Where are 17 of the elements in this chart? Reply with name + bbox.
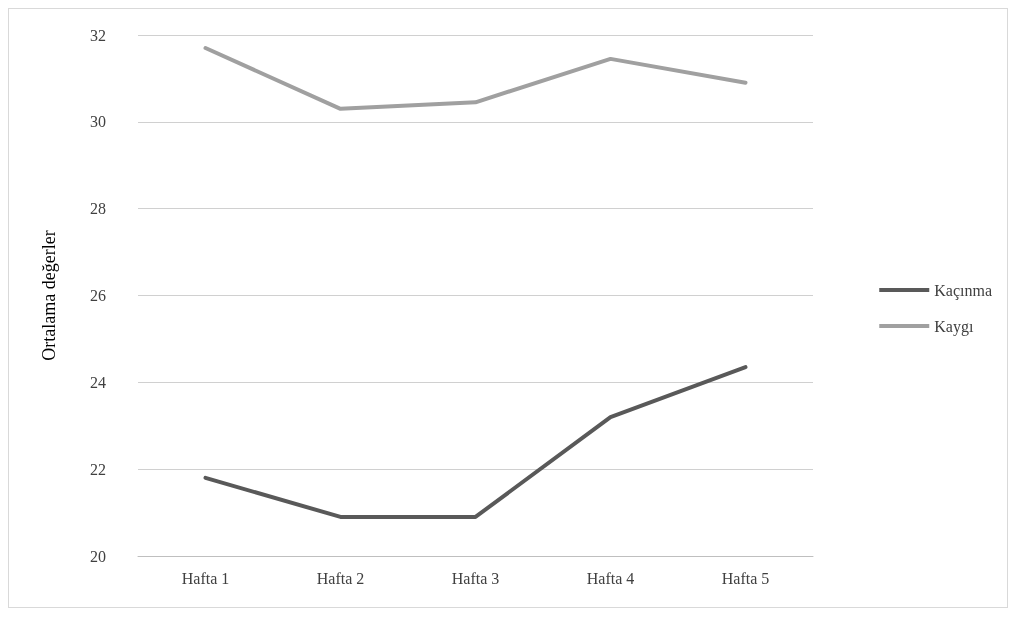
y-tick-label: 24 [90,373,106,391]
x-tick-label: Hafta 4 [586,569,635,587]
y-tick-label: 26 [90,287,106,304]
legend-label: Kaçınma [934,281,992,300]
y-tick-label: 32 [90,26,106,44]
x-tick-label: Hafta 2 [316,569,365,587]
line-series [203,46,748,111]
legend-label: Kaygı [934,317,974,336]
y-tick-label: 28 [90,200,106,218]
x-tick-label: Hafta 3 [451,569,500,587]
line-series [203,365,748,519]
y-tick-label: 22 [90,460,106,478]
y-tick-label: 30 [90,113,106,131]
x-tick-label: Hafta 5 [721,569,770,587]
x-tick-label: Hafta 1 [181,569,230,587]
y-axis-title: Ortalama değerler [39,230,59,361]
y-tick-label: 20 [90,547,106,565]
